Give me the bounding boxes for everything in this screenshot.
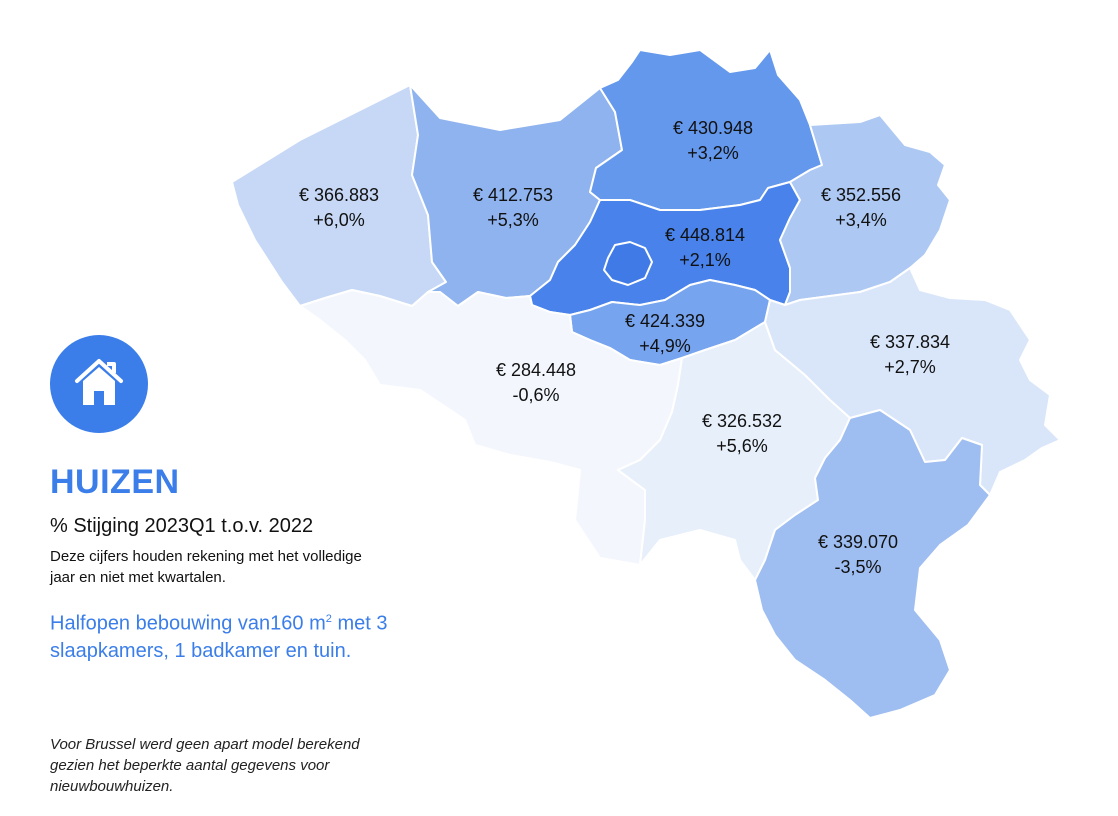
label-waals-brabant: € 424.339 +4,9% xyxy=(605,309,725,359)
legend-title: HUIZEN xyxy=(50,463,180,501)
price-limburg: € 352.556 xyxy=(820,185,902,205)
label-west-vlaanderen: € 366.883 +6,0% xyxy=(279,183,399,233)
region-luxemburg xyxy=(754,409,991,719)
legend-description: Halfopen bebouwing van160 m2 met 3 slaap… xyxy=(50,606,400,665)
change-oost-vlaanderen: +5,3% xyxy=(487,210,539,230)
description-sup: 2 xyxy=(325,613,332,625)
legend-subtitle: % Stijging 2023Q1 t.o.v. 2022 xyxy=(50,515,314,537)
label-limburg: € 352.556 +3,4% xyxy=(801,183,921,233)
label-henegouwen: € 284.448 -0,6% xyxy=(476,358,596,408)
price-oost-vlaanderen: € 412.753 xyxy=(472,185,554,205)
legend-footnote: Voor Brussel werd geen apart model berek… xyxy=(50,736,360,795)
description-post: met 3 slaapkamers, 1 badkamer en tuin. xyxy=(50,612,388,662)
label-oost-vlaanderen: € 412.753 +5,3% xyxy=(453,183,573,233)
region-brussel xyxy=(603,241,653,286)
price-waals-brabant: € 424.339 xyxy=(624,311,706,331)
price-vlaams-brabant: € 448.814 xyxy=(664,225,746,245)
change-west-vlaanderen: +6,0% xyxy=(313,210,365,230)
change-luxemburg: -3,5% xyxy=(834,557,882,577)
change-limburg: +3,4% xyxy=(835,210,887,230)
house-badge xyxy=(50,335,148,433)
change-antwerpen: +3,2% xyxy=(687,143,739,163)
label-namen: € 326.532 +5,6% xyxy=(682,409,802,459)
description-pre: Halfopen bebouwing van160 m xyxy=(50,612,326,635)
price-west-vlaanderen: € 366.883 xyxy=(298,185,380,205)
change-namen: +5,6% xyxy=(716,436,768,456)
price-henegouwen: € 284.448 xyxy=(495,360,577,380)
legend-note: Deze cijfers houden rekening met het vol… xyxy=(50,548,362,586)
price-namen: € 326.532 xyxy=(701,411,783,431)
label-luxemburg: € 339.070 -3,5% xyxy=(798,530,918,580)
label-antwerpen: € 430.948 +3,2% xyxy=(653,116,773,166)
price-luik: € 337.834 xyxy=(869,332,951,352)
change-luik: +2,7% xyxy=(884,357,936,377)
label-luik: € 337.834 +2,7% xyxy=(850,330,970,380)
house-icon xyxy=(75,359,123,405)
change-vlaams-brabant: +2,1% xyxy=(679,250,731,270)
change-waals-brabant: +4,9% xyxy=(639,336,691,356)
label-vlaams-brabant: € 448.814 +2,1% xyxy=(645,223,765,273)
change-henegouwen: -0,6% xyxy=(512,385,560,405)
price-luxemburg: € 339.070 xyxy=(817,532,899,552)
price-antwerpen: € 430.948 xyxy=(672,118,754,138)
